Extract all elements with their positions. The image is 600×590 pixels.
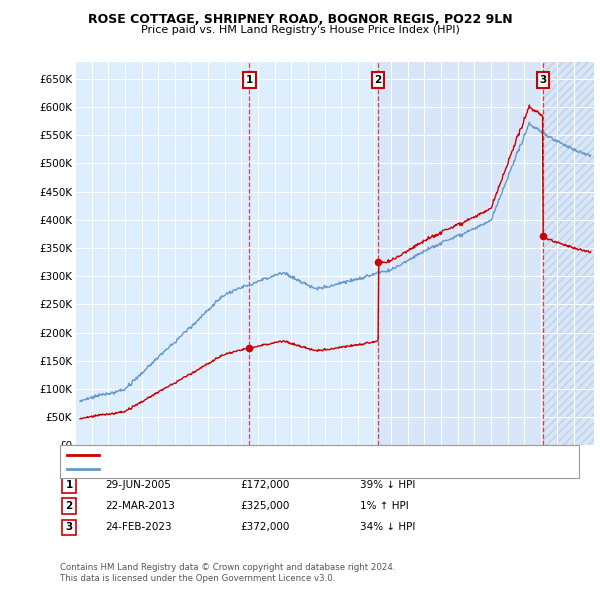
Text: 2: 2 bbox=[65, 502, 73, 511]
Text: 1: 1 bbox=[246, 75, 253, 85]
Text: 24-FEB-2023: 24-FEB-2023 bbox=[105, 523, 172, 532]
Text: £372,000: £372,000 bbox=[240, 523, 289, 532]
Text: 1% ↑ HPI: 1% ↑ HPI bbox=[360, 502, 409, 511]
Text: 39% ↓ HPI: 39% ↓ HPI bbox=[360, 480, 415, 490]
Text: This data is licensed under the Open Government Licence v3.0.: This data is licensed under the Open Gov… bbox=[60, 574, 335, 583]
Text: ROSE COTTAGE, SHRIPNEY ROAD, BOGNOR REGIS, PO22 9LN (detached house): ROSE COTTAGE, SHRIPNEY ROAD, BOGNOR REGI… bbox=[104, 450, 492, 460]
Bar bbox=[250, 62, 594, 445]
Text: £172,000: £172,000 bbox=[240, 480, 289, 490]
Text: £325,000: £325,000 bbox=[240, 502, 289, 511]
Bar bbox=[543, 62, 594, 445]
Text: 3: 3 bbox=[539, 75, 547, 85]
Text: 22-MAR-2013: 22-MAR-2013 bbox=[105, 502, 175, 511]
Text: 2: 2 bbox=[374, 75, 382, 85]
Text: Contains HM Land Registry data © Crown copyright and database right 2024.: Contains HM Land Registry data © Crown c… bbox=[60, 563, 395, 572]
Bar bbox=[543, 62, 594, 445]
Text: 3: 3 bbox=[65, 523, 73, 532]
Text: ROSE COTTAGE, SHRIPNEY ROAD, BOGNOR REGIS, PO22 9LN: ROSE COTTAGE, SHRIPNEY ROAD, BOGNOR REGI… bbox=[88, 13, 512, 26]
Text: HPI: Average price, detached house, Arun: HPI: Average price, detached house, Arun bbox=[104, 464, 308, 474]
Bar bbox=[378, 62, 594, 445]
Text: 34% ↓ HPI: 34% ↓ HPI bbox=[360, 523, 415, 532]
Text: 29-JUN-2005: 29-JUN-2005 bbox=[105, 480, 171, 490]
Text: 1: 1 bbox=[65, 480, 73, 490]
Text: Price paid vs. HM Land Registry's House Price Index (HPI): Price paid vs. HM Land Registry's House … bbox=[140, 25, 460, 35]
